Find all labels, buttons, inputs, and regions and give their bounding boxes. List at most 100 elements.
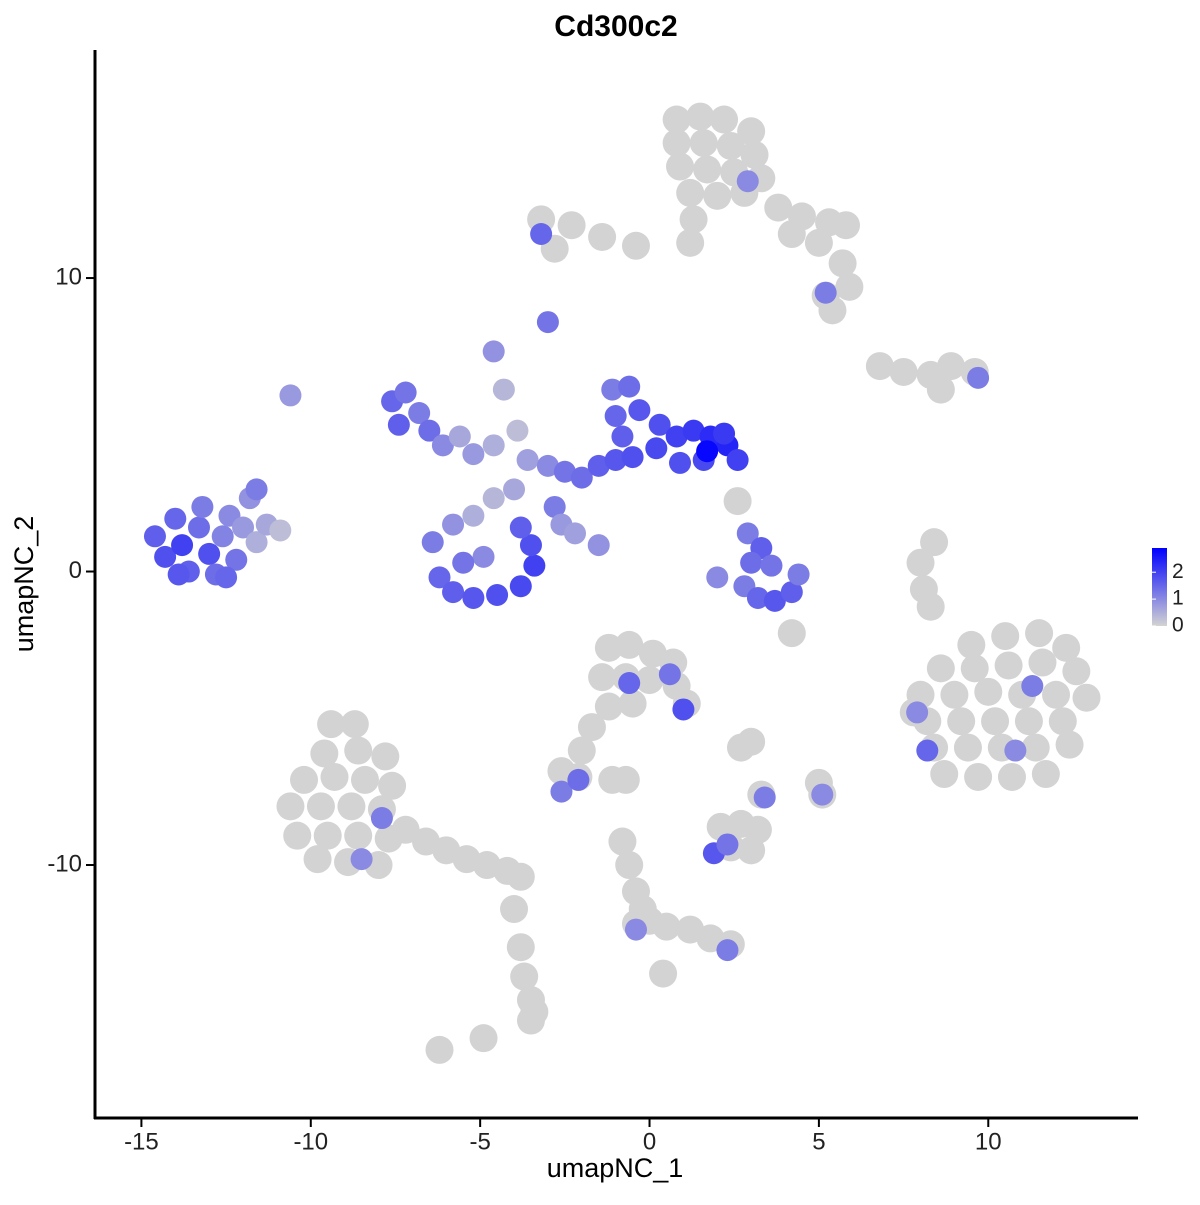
cell-point	[320, 762, 349, 791]
cell-point	[570, 466, 593, 489]
cell-point	[608, 827, 637, 856]
cell-point	[1052, 633, 1081, 662]
cell-point	[442, 581, 465, 604]
cell-point	[516, 1006, 545, 1035]
cell-point	[425, 1035, 454, 1064]
cell-point	[523, 554, 546, 577]
cell-point	[536, 311, 559, 334]
cell-point	[557, 211, 586, 240]
cell-point	[1004, 739, 1027, 762]
cell-point	[832, 211, 861, 240]
cell-point	[937, 352, 966, 381]
cell-point	[370, 807, 393, 830]
cell-point	[974, 677, 1003, 706]
cell-point	[746, 586, 769, 609]
cell-point	[716, 833, 739, 856]
cell-point	[737, 727, 766, 756]
cell-point	[676, 228, 705, 257]
cell-point	[618, 689, 647, 718]
cell-point	[567, 768, 590, 791]
cell-point	[696, 440, 719, 463]
cell-point	[550, 780, 573, 803]
cell-point	[462, 586, 485, 609]
cell-point	[645, 437, 668, 460]
cell-point	[916, 592, 945, 621]
cell-point	[716, 131, 745, 160]
cell-point	[421, 531, 444, 554]
cell-point	[588, 222, 617, 251]
cell-point	[672, 698, 695, 721]
cell-point	[763, 589, 786, 612]
cell-point	[492, 378, 515, 401]
cell-point	[604, 449, 627, 472]
y-axis-title: umapNC_2	[9, 516, 39, 653]
cell-point	[621, 446, 644, 469]
cell-point	[920, 528, 949, 557]
cell-point	[960, 654, 989, 683]
cell-point	[225, 548, 248, 571]
cell-point	[760, 554, 783, 577]
cell-point	[662, 105, 691, 134]
cell-point	[693, 155, 722, 184]
cell-point	[828, 249, 857, 278]
colorbar-tick-label: 0	[1172, 614, 1184, 637]
cell-point	[516, 449, 539, 472]
cell-point	[618, 672, 641, 695]
cell-point	[991, 622, 1020, 651]
cell-point	[344, 736, 373, 765]
cell-point	[665, 425, 688, 448]
cell-point	[689, 129, 718, 158]
cell-point	[787, 563, 810, 586]
cell-point	[577, 713, 606, 742]
cell-point	[164, 507, 187, 530]
cell-point	[509, 575, 532, 598]
x-tick-label: 0	[643, 1128, 656, 1155]
cell-point	[615, 851, 644, 880]
chart-title: Cd300c2	[554, 10, 677, 43]
cell-point	[814, 281, 837, 304]
cell-point	[723, 487, 752, 516]
cell-point	[676, 178, 705, 207]
points	[143, 102, 1101, 1064]
cell-point	[245, 531, 268, 554]
cell-point	[340, 710, 369, 739]
cell-point	[486, 584, 509, 607]
cell-point	[317, 710, 346, 739]
cell-point	[737, 117, 766, 146]
cell-point	[753, 786, 776, 809]
cell-point	[337, 792, 366, 821]
cell-point	[981, 707, 1010, 736]
cell-point	[811, 783, 834, 806]
cell-point	[648, 413, 671, 436]
cell-point	[313, 821, 342, 850]
cell-point	[889, 357, 918, 386]
cell-point	[482, 487, 505, 510]
cell-point	[408, 402, 431, 425]
cell-point	[428, 566, 451, 589]
x-tick-label: -5	[469, 1128, 490, 1155]
cell-point	[740, 140, 769, 169]
colorbar	[1152, 548, 1167, 626]
x-tick-label: 5	[812, 1128, 825, 1155]
cell-point	[1042, 680, 1071, 709]
cell-point	[167, 563, 190, 586]
cell-point	[503, 478, 526, 501]
cell-point	[215, 566, 238, 589]
cell-point	[191, 495, 214, 518]
y-tick-label: 0	[69, 557, 82, 584]
y-tick-label: 10	[55, 263, 82, 290]
cell-point	[472, 545, 495, 568]
cell-point	[448, 425, 471, 448]
cell-point	[506, 933, 535, 962]
cell-point	[442, 513, 465, 536]
cell-point	[618, 375, 641, 398]
cell-point	[835, 272, 864, 301]
cell-point	[994, 651, 1023, 680]
cell-point	[391, 815, 420, 844]
cell-point	[303, 845, 332, 874]
cell-point	[564, 522, 587, 545]
cell-point	[710, 105, 739, 134]
cell-point	[601, 378, 624, 401]
cell-point	[1014, 707, 1043, 736]
y-tick-label: -10	[47, 850, 82, 877]
